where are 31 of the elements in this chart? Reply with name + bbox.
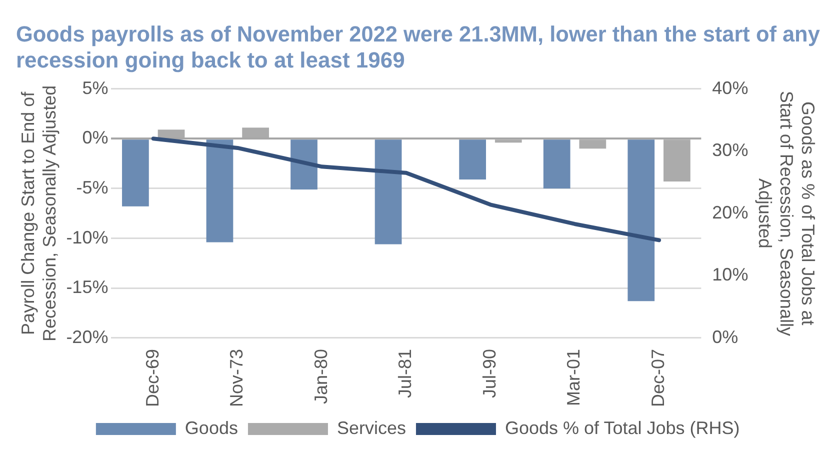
chart-title: Goods payrolls as of November 2022 were 21.3MM, lower than the start of any recession going back to at least 1969 bbox=[16, 21, 821, 73]
x-tick-label: Jan-80 bbox=[310, 348, 331, 404]
y2-tick-label: 30% bbox=[712, 140, 748, 160]
y2-tick-label: 20% bbox=[712, 202, 748, 222]
y2-axis-title: Goods as % of Total Jobs at Start of Recession, Seasonally Adjusted bbox=[755, 90, 818, 336]
bar bbox=[206, 140, 234, 242]
x-tick-label: Mar-01 bbox=[564, 348, 584, 406]
bar bbox=[628, 140, 655, 302]
y2-tick-label: 10% bbox=[712, 264, 748, 285]
x-tick-label: Jul-81 bbox=[395, 348, 416, 398]
y2-tick-label: 0% bbox=[712, 326, 738, 347]
legend-label: Goods bbox=[184, 418, 238, 438]
bar bbox=[290, 140, 318, 190]
y2-tick-label: 40% bbox=[712, 78, 748, 98]
x-tick-label: Dec-07 bbox=[648, 348, 668, 408]
bar bbox=[459, 140, 486, 180]
bar bbox=[374, 140, 402, 244]
y-tick-label: -10% bbox=[66, 227, 108, 248]
legend-label: Services bbox=[336, 418, 406, 438]
y-axis-title: Payroll Change Start to End of Recession, Seasonally Adjusted bbox=[18, 85, 60, 342]
legend-label: Goods % of Total Jobs (RHS) bbox=[504, 418, 740, 438]
y-tick-label: 0% bbox=[82, 128, 108, 148]
y-tick-label: 5% bbox=[82, 78, 108, 98]
y-tick-label: -15% bbox=[66, 277, 108, 298]
x-tick-label: Nov-73 bbox=[226, 348, 247, 408]
bar bbox=[543, 140, 570, 188]
x-tick-label: Dec-69 bbox=[142, 348, 162, 408]
bar bbox=[122, 140, 149, 206]
x-tick-label: Jul-90 bbox=[479, 348, 500, 398]
y-tick-label: -20% bbox=[66, 326, 108, 347]
y-tick-label: -5% bbox=[76, 177, 108, 198]
